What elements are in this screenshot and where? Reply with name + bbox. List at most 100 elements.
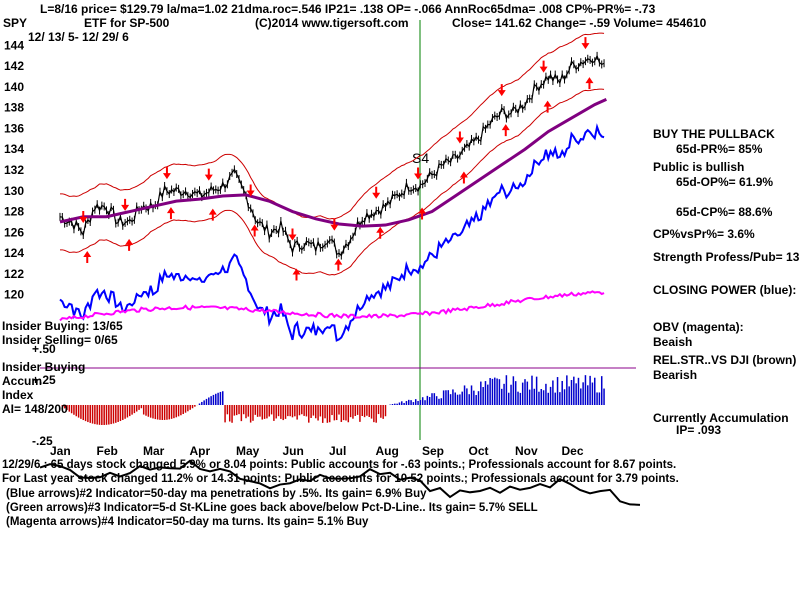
right-text-7: CLOSING POWER (blue): [653, 283, 796, 297]
moving-average-series [59, 98, 607, 228]
right-panel: BUY THE PULLBACK 65d-PR%= 85% Public is … [653, 127, 800, 437]
right-text-10: REL.STR..VS DJI (brown) [653, 353, 796, 367]
right-text-1: 65d-PR%= 85% [676, 142, 763, 156]
lower-band [59, 88, 605, 276]
obv-series [59, 290, 605, 322]
right-text-4: 65d-CP%= 88.6% [676, 205, 773, 219]
footer-line-2: (Blue arrows)#2 Indicator=50-day ma pene… [6, 488, 427, 500]
signal-label: S4 [412, 150, 429, 166]
down-arrow-icon [497, 84, 506, 97]
down-arrow-icon [246, 184, 255, 197]
up-arrow-icon [585, 77, 594, 90]
month-label: Jan [50, 444, 71, 458]
ai-label: AI= 148/200 [2, 402, 68, 416]
down-arrow-icon [162, 167, 171, 180]
closing-power-series [59, 123, 605, 342]
y-tick-label: 130 [4, 184, 24, 198]
up-arrow-icon [208, 208, 217, 221]
down-arrow-icon [414, 167, 423, 180]
month-label: Apr [190, 444, 211, 458]
up-arrow-icon [83, 250, 92, 263]
month-label: Sep [422, 444, 444, 458]
down-arrow-icon [539, 60, 548, 73]
y-tick-label: 124 [4, 246, 24, 260]
upper-band [59, 32, 605, 220]
month-label: May [236, 444, 260, 458]
down-arrow-icon [121, 198, 130, 211]
insider-buying-label-2: Insider Buying [2, 360, 85, 374]
month-label: Nov [515, 444, 538, 458]
down-arrow-icon [330, 218, 339, 231]
footer-line-4: (Magenta arrows)#4 Indicator=50-day ma t… [6, 516, 369, 528]
up-arrow-icon [334, 258, 343, 271]
up-arrow-icon [418, 207, 427, 220]
month-label: Jun [283, 444, 304, 458]
down-arrow-icon [372, 186, 381, 199]
up-arrow-icon [166, 207, 175, 220]
down-arrow-icon [288, 228, 297, 241]
y-axis: 120 122 124 126 128 130 132 134 136 138 140 142 144 [4, 38, 24, 301]
index-label: Index [2, 388, 34, 402]
right-text-8: OBV (magenta): [653, 320, 744, 334]
minus25-label: -.25 [32, 434, 53, 448]
band-lines [59, 32, 605, 276]
footer-line-0: 12/29/6 : 65 days stock changed 5.9% or … [2, 459, 676, 471]
footer-line-3: (Green arrows)#3 Indicator=5-d St-KLine … [6, 502, 538, 514]
right-text-13: IP= .093 [676, 423, 721, 437]
right-text-6: Strength Profess/Pub= 13 [653, 250, 800, 264]
footer-trend-line [39, 459, 641, 506]
signal-arrows [79, 37, 594, 281]
up-arrow-icon [376, 226, 385, 239]
subtitle: ETF for SP-500 [84, 16, 170, 30]
y-tick-label: 136 [4, 121, 24, 135]
close-info: Close= 141.62 Change= -.59 Volume= 45461… [452, 16, 707, 30]
y-tick-label: 128 [4, 205, 24, 219]
accumulation-histogram [61, 375, 605, 425]
month-label: Mar [143, 444, 165, 458]
y-tick-label: 138 [4, 101, 24, 115]
header-line1: L=8/16 price= $129.79 la/ma=1.02 21dma.r… [40, 2, 656, 16]
month-label: Dec [562, 444, 584, 458]
x-axis-months: Jan Feb Mar Apr May Jun Jul Aug Sep Oct Nov Dec [50, 444, 584, 458]
down-arrow-icon [455, 131, 464, 144]
accum-label: Accum [2, 374, 42, 388]
month-label: Aug [376, 444, 399, 458]
footer-notes: 12/29/6 : 65 days stock changed 5.9% or … [2, 459, 679, 528]
right-text-3: 65d-OP%= 61.9% [676, 175, 773, 189]
up-arrow-icon [501, 124, 510, 137]
month-label: Feb [97, 444, 118, 458]
down-arrow-icon [204, 168, 213, 181]
up-arrow-icon [543, 100, 552, 113]
insider-selling-label: Insider Selling= 0/65 [2, 333, 118, 347]
insider-buying-label: Insider Buying: 13/65 [2, 319, 123, 333]
up-arrow-icon [459, 171, 468, 184]
ma50-line [59, 98, 607, 228]
obv-line [59, 290, 605, 322]
right-text-5: CP%vsPr%= 3.6% [653, 227, 755, 241]
month-label: Oct [469, 444, 489, 458]
copyright: (C)2014 www.tigersoft.com [255, 16, 409, 30]
date-range: 12/ 13/ 5- 12/ 29/ 6 [28, 30, 129, 44]
right-text-0: BUY THE PULLBACK [653, 127, 775, 141]
up-arrow-icon [292, 268, 301, 281]
down-arrow-icon [581, 37, 590, 50]
y-tick-label: 122 [4, 267, 24, 281]
up-arrow-icon [125, 238, 134, 251]
month-label: Jul [329, 444, 346, 458]
right-text-9: Beaish [653, 335, 692, 349]
symbol-label: SPY [3, 16, 27, 30]
y-tick-label: 132 [4, 163, 24, 177]
y-tick-label: 134 [4, 142, 24, 156]
y-tick-label: 126 [4, 225, 24, 239]
up-arrow-icon [250, 224, 259, 237]
right-text-11: Bearish [653, 368, 697, 382]
price-series [59, 51, 605, 260]
closing-power-line [59, 123, 605, 342]
plus25-label: +.25 [32, 373, 56, 387]
right-text-12: Currently Accumulation [653, 411, 789, 425]
y-tick-label: 142 [4, 59, 24, 73]
y-tick-label: 140 [4, 80, 24, 94]
y-tick-label: 120 [4, 288, 24, 302]
y-tick-label: 144 [4, 38, 24, 52]
